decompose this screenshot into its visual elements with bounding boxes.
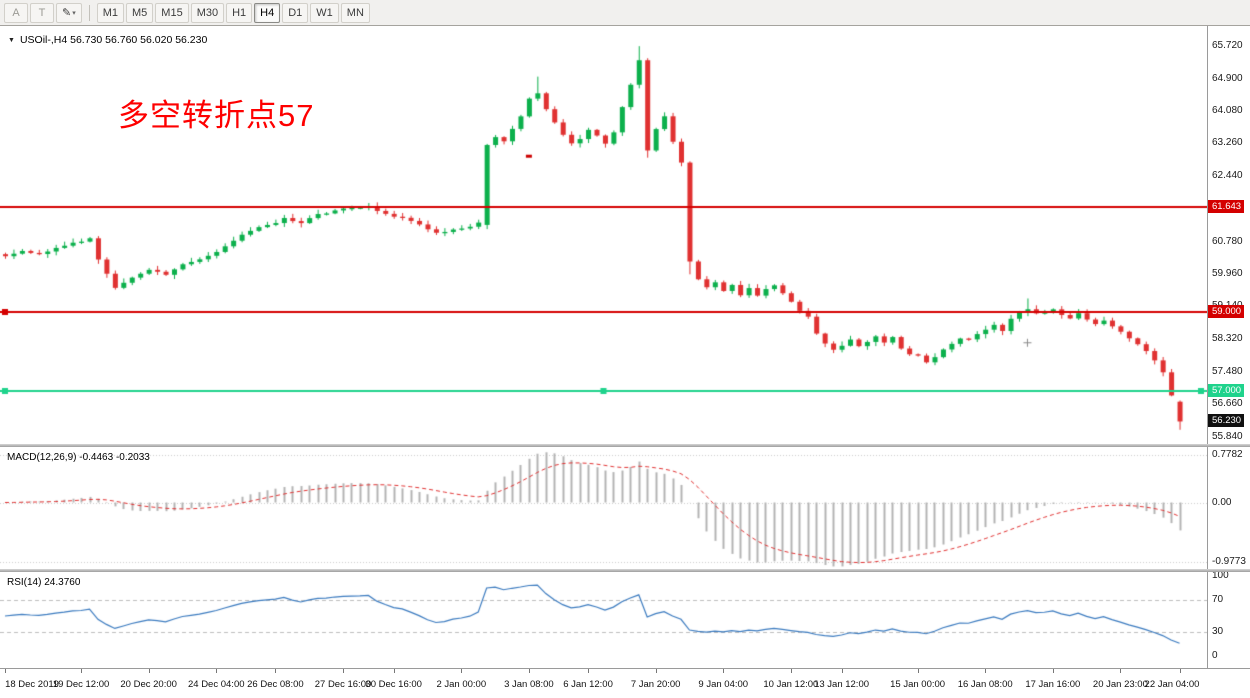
price-tick-label: 64.900 — [1212, 72, 1243, 84]
time-axis-tick — [588, 669, 589, 673]
time-axis-label: 13 Jan 12:00 — [814, 679, 870, 690]
time-axis-tick — [5, 669, 6, 673]
draw-tool-button[interactable]: ✎ ▾ — [56, 2, 82, 23]
price-tick-label: 62.440 — [1212, 169, 1243, 181]
time-axis-tick — [656, 669, 657, 673]
timeframe-h1[interactable]: H1 — [226, 2, 253, 23]
time-axis-label: 26 Dec 08:00 — [247, 679, 304, 690]
time-axis-label: 27 Dec 16:00 — [314, 679, 372, 690]
current-price-badge: 56.230 — [1208, 414, 1245, 428]
pencil-icon: ✎ — [62, 7, 72, 19]
price-line-badge: 59.000 — [1208, 304, 1245, 318]
time-axis-tick — [529, 669, 530, 673]
chart-text-annotation[interactable]: 多空转折点57 — [118, 98, 315, 133]
price-tick-label: 60.780 — [1212, 235, 1243, 247]
symbol-ohlc-text: USOil-,H4 56.730 56.760 56.020 56.230 — [19, 34, 208, 46]
time-axis-label: 20 Jan 23:00 — [1092, 679, 1148, 690]
timeframe-d1[interactable]: D1 — [282, 2, 309, 23]
macd-axis-label: 0.7782 — [1212, 449, 1243, 461]
price-axis-border — [1207, 26, 1208, 698]
toolbar: A T ✎ ▾ M1 M5 M15 M30 H1 H4 D1 W1 MN — [0, 0, 1250, 26]
time-axis-tick — [343, 669, 344, 673]
chart-title: ▼ USOil-,H4 56.730 56.760 56.020 56.230 — [8, 34, 207, 46]
time-axis-label: 2 Jan 00:00 — [436, 679, 487, 690]
timeframe-m30[interactable]: M30 — [190, 2, 225, 23]
rsi-axis-label: 30 — [1212, 626, 1224, 637]
panel-divider[interactable] — [0, 569, 1250, 572]
price-tick-label: 56.660 — [1212, 398, 1243, 410]
time-axis-label: 20 Dec 20:00 — [120, 679, 177, 690]
time-axis-tick — [461, 669, 462, 673]
text-tool-button[interactable]: T — [30, 2, 54, 23]
price-tick-label: 55.840 — [1212, 430, 1243, 442]
candlestick-chart-canvas[interactable] — [0, 26, 1207, 444]
rsi-axis-label: 100 — [1212, 570, 1229, 581]
time-axis-tick — [985, 669, 986, 673]
toolbar-separator — [88, 4, 90, 21]
price-line-badge: 61.643 — [1208, 200, 1245, 214]
time-axis-label: 17 Jan 16:00 — [1025, 679, 1081, 690]
time-axis-label: 10 Jan 12:00 — [763, 679, 819, 690]
timeframe-mn[interactable]: MN — [340, 2, 370, 23]
time-axis-tick — [791, 669, 792, 673]
time-axis[interactable]: 18 Dec 2019 19 Dec 12:00 20 Dec 20:00 24 De… — [0, 668, 1250, 698]
time-axis-label: 16 Jan 08:00 — [957, 679, 1013, 690]
macd-indicator-panel: MACD(12,26,9) -0.4463 -0.2033 0.7782 0.00… — [0, 447, 1250, 569]
macd-chart-canvas[interactable] — [0, 447, 1207, 569]
time-axis-tick — [723, 669, 724, 673]
time-axis-label: 30 Dec 16:00 — [365, 679, 422, 690]
time-axis-tick — [275, 669, 276, 673]
macd-axis-label: -0.9773 — [1212, 556, 1246, 568]
timeframe-m1[interactable]: M1 — [96, 2, 125, 23]
rsi-label: RSI(14) 24.3760 — [7, 577, 81, 588]
time-axis-tick — [81, 669, 82, 673]
price-tick-label: 57.480 — [1212, 366, 1243, 378]
time-axis-tick — [1180, 669, 1181, 673]
price-tick-label: 65.720 — [1212, 40, 1243, 52]
time-axis-tick — [842, 669, 843, 673]
time-axis-label: 9 Jan 04:00 — [698, 679, 749, 690]
time-axis-label: 22 Jan 04:00 — [1144, 679, 1200, 690]
main-chart-panel: ▼ USOil-,H4 56.730 56.760 56.020 56.230 … — [0, 26, 1250, 444]
time-axis-label: 3 Jan 08:00 — [504, 679, 554, 690]
time-axis-tick — [918, 669, 919, 673]
panel-divider[interactable] — [0, 444, 1250, 447]
time-axis-label: 19 Dec 12:00 — [52, 679, 110, 690]
arrow-tool-button[interactable]: A — [4, 2, 28, 23]
chevron-down-icon: ▾ — [72, 9, 76, 17]
time-axis-label: 18 Dec 2019 — [5, 679, 59, 690]
timeframe-m15[interactable]: M15 — [155, 2, 189, 23]
price-tick-label: 64.080 — [1212, 105, 1243, 117]
price-tick-label: 59.960 — [1212, 267, 1243, 279]
time-axis-tick — [394, 669, 395, 673]
time-axis-label: 15 Jan 00:00 — [890, 679, 946, 690]
price-line-badge: 57.000 — [1208, 384, 1245, 397]
rsi-axis-label: 0 — [1212, 650, 1218, 661]
macd-label: MACD(12,26,9) -0.4463 -0.2033 — [7, 452, 150, 463]
rsi-axis-label: 70 — [1212, 594, 1224, 605]
collapse-triangle-icon[interactable]: ▼ — [8, 36, 15, 44]
time-axis-tick — [1053, 669, 1054, 673]
timeframe-w1[interactable]: W1 — [310, 2, 339, 23]
macd-axis-label: 0.00 — [1212, 496, 1232, 508]
time-axis-label: 7 Jan 20:00 — [630, 679, 681, 690]
price-tick-label: 58.320 — [1212, 332, 1243, 344]
timeframe-h4[interactable]: H4 — [254, 2, 281, 23]
time-axis-label: 6 Jan 12:00 — [563, 679, 613, 690]
time-axis-tick — [149, 669, 150, 673]
timeframe-m5[interactable]: M5 — [126, 2, 154, 23]
time-axis-label: 24 Dec 04:00 — [187, 679, 245, 690]
rsi-indicator-panel: RSI(14) 24.3760 100 70 30 0 — [0, 570, 1250, 668]
rsi-chart-canvas[interactable] — [0, 572, 1207, 668]
price-tick-label: 63.260 — [1212, 137, 1243, 149]
time-axis-tick — [216, 669, 217, 673]
time-axis-tick — [1120, 669, 1121, 673]
